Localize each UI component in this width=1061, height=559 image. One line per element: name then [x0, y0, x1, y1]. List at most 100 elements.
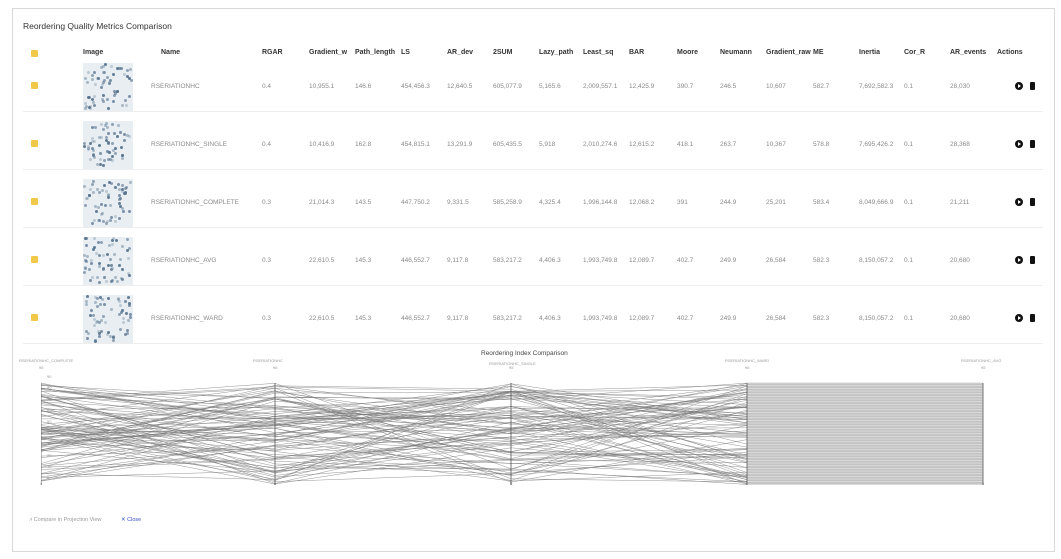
metric-value: 446,552.7: [401, 257, 430, 264]
metric-value: 249.9: [720, 315, 737, 322]
y-tick-label: 50: [47, 419, 52, 424]
folder-icon[interactable]: [31, 198, 38, 205]
series-line: [41, 391, 748, 480]
close-icon: ✕: [121, 517, 126, 523]
table-header: Image Name RGAR Gradient_w Path_length L…: [23, 49, 1043, 65]
series-line: [41, 427, 748, 469]
metric-value: 22,610.5: [309, 315, 335, 322]
folder-icon[interactable]: [31, 256, 38, 263]
metric-value: 12,615.2: [629, 141, 655, 148]
matrix-thumbnail: [83, 121, 133, 169]
col-ar-dev: AR_dev: [447, 49, 474, 56]
series-line: [41, 391, 748, 485]
metric-value: 9,331.5: [447, 199, 469, 206]
col-ar-events: AR_events: [950, 49, 987, 56]
series-line: [41, 391, 748, 447]
trash-icon[interactable]: [1030, 314, 1035, 322]
series-line: [41, 383, 748, 485]
metric-value: 20,680: [950, 315, 970, 322]
series-line: [41, 406, 748, 439]
series-line: [41, 395, 748, 475]
row-name: RSERIATIONHC: [151, 83, 200, 90]
folder-icon[interactable]: [31, 140, 38, 147]
folder-icon[interactable]: [31, 82, 38, 89]
metric-value: 4,406.3: [539, 257, 561, 264]
metric-value: 13,291.9: [447, 141, 473, 148]
eye-icon[interactable]: [1015, 314, 1023, 322]
series-line: [41, 387, 748, 483]
metric-value: 7,695,426.2: [859, 141, 894, 148]
axis-label: RSERIATIONHC: [253, 358, 283, 363]
metric-value: 10,367: [766, 141, 786, 148]
trash-icon[interactable]: [1030, 140, 1035, 148]
axis-label: RSERIATIONHC_COMPLETE: [19, 358, 74, 363]
metric-value: 145.3: [355, 315, 372, 322]
eye-icon[interactable]: [1015, 140, 1023, 148]
row-name: RSERIATIONHC_COMPLETE: [151, 199, 240, 206]
axis-label: RSERIATIONHC_AVG: [961, 358, 1002, 363]
series-line: [41, 397, 748, 456]
eye-icon[interactable]: [1015, 198, 1023, 206]
metric-value: 9,117.8: [447, 315, 469, 322]
parallel-coordinates-chart: [41, 382, 984, 485]
metric-value: 583.4: [813, 199, 830, 206]
series-line: [41, 421, 748, 478]
eye-icon[interactable]: [1015, 256, 1023, 264]
metric-value: 21,014.3: [309, 199, 335, 206]
series-line: [41, 393, 748, 426]
metric-value: 582.3: [813, 315, 830, 322]
metric-value: 12,089.7: [629, 315, 655, 322]
metric-value: 26,584: [766, 257, 786, 264]
col-moore: Moore: [677, 49, 698, 56]
metric-value: 454,456.3: [401, 83, 430, 90]
col-neumann: Neumann: [720, 49, 752, 56]
compare-projection-toggle[interactable]: ⩘ Compare in Projection View: [29, 517, 101, 524]
axis-max: 95: [39, 365, 44, 370]
metric-value: 12,640.5: [447, 83, 473, 90]
col-inertia: Inertia: [859, 49, 881, 56]
col-2sum: 2SUM: [493, 49, 513, 56]
metric-value: 2,009,557.1: [583, 83, 618, 90]
col-bar: BAR: [629, 49, 645, 56]
matrix-thumbnail: [83, 295, 133, 343]
trash-icon[interactable]: [1030, 198, 1035, 206]
metric-value: 145.3: [355, 257, 372, 264]
col-rgar: RGAR: [262, 49, 283, 56]
series-line: [41, 398, 748, 433]
metric-value: 402.7: [677, 257, 694, 264]
metric-value: 143.5: [355, 199, 372, 206]
metric-value: 0.4: [262, 83, 272, 90]
metric-value: 418.1: [677, 141, 694, 148]
trash-icon[interactable]: [1030, 256, 1035, 264]
metric-value: 582.7: [813, 83, 830, 90]
series-line: [41, 393, 748, 476]
y-tick-label: 80: [47, 385, 52, 391]
col-cor-r: Cor_R: [904, 49, 926, 56]
col-gradient-raw: Gradient_raw: [766, 49, 811, 56]
metric-value: 0.1: [904, 315, 914, 322]
metric-value: 585,258.9: [493, 199, 522, 206]
trash-icon[interactable]: [1030, 82, 1035, 90]
metric-value: 12,068.2: [629, 199, 655, 206]
metric-value: 10,607: [766, 83, 786, 90]
folder-icon[interactable]: [31, 314, 38, 321]
y-tick-label: 10: [47, 463, 52, 469]
metric-value: 26,584: [766, 315, 786, 322]
chart-icon: ⩘: [29, 517, 33, 523]
metric-value: 0.3: [262, 257, 272, 264]
table-row: RSERIATIONHC_WARD 0.3 22,610.5 145.3 446,552…: [23, 294, 1043, 344]
select-all-folder-icon[interactable]: [31, 50, 38, 57]
close-button[interactable]: ✕ Close: [121, 517, 141, 523]
metric-value: 454,815.1: [401, 141, 430, 148]
eye-icon[interactable]: [1015, 82, 1023, 90]
close-label: Close: [127, 517, 142, 523]
metric-value: 0.3: [262, 199, 272, 206]
metric-value: 12,425.9: [629, 83, 655, 90]
y-tick-label: 40: [47, 430, 52, 436]
series-line: [41, 385, 748, 456]
metric-value: 8,150,057.2: [859, 315, 894, 322]
metric-value: 0.1: [904, 141, 914, 148]
col-me: ME: [813, 49, 824, 56]
metric-value: 263.7: [720, 141, 737, 148]
axis-max: 95: [981, 365, 986, 370]
